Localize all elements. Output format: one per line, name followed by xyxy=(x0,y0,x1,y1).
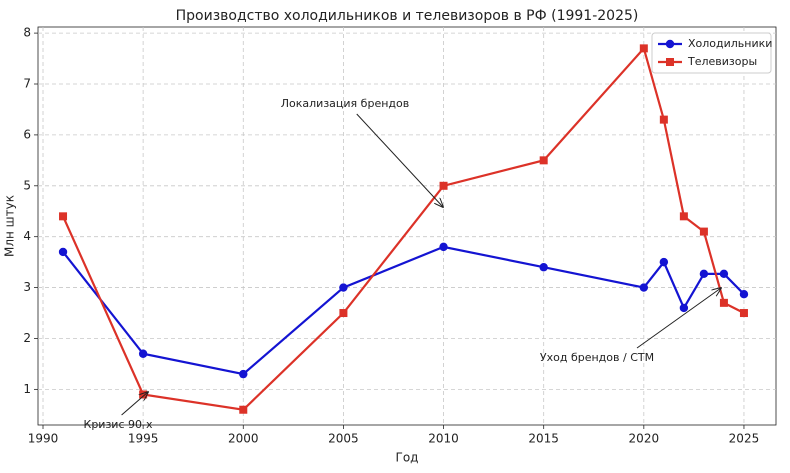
annotation: Кризис 90-х xyxy=(84,418,153,431)
point xyxy=(739,289,749,299)
series-line xyxy=(62,46,745,411)
legend-label: Телевизоры xyxy=(687,55,757,68)
legend-marker xyxy=(666,58,674,66)
point xyxy=(659,115,668,124)
annotation-arrow xyxy=(121,392,148,416)
point xyxy=(59,212,68,221)
point xyxy=(339,309,348,318)
point xyxy=(539,263,548,272)
point xyxy=(439,181,448,190)
point xyxy=(639,44,648,53)
y-tick-label: 8 xyxy=(23,26,31,40)
point xyxy=(339,283,348,292)
x-tick-label: 2010 xyxy=(428,432,459,446)
point xyxy=(719,298,728,307)
annotation: Локализация брендов xyxy=(281,97,409,110)
point xyxy=(699,269,709,279)
annotation-arrow xyxy=(636,288,721,349)
y-tick-label: 2 xyxy=(23,331,31,345)
y-tick-label: 1 xyxy=(23,382,31,396)
x-tick-label: 2015 xyxy=(528,432,559,446)
annotation: Уход брендов / СТМ xyxy=(540,351,654,364)
y-tick-label: 5 xyxy=(23,178,31,192)
point xyxy=(239,369,248,379)
point xyxy=(639,283,649,292)
point xyxy=(699,227,708,236)
legend-marker xyxy=(665,39,675,49)
point xyxy=(679,212,688,221)
x-tick-label: 2020 xyxy=(629,432,660,446)
y-tick-label: 6 xyxy=(23,127,31,141)
x-axis-label: Год xyxy=(396,451,419,465)
y-tick-label: 3 xyxy=(23,280,31,294)
x-tick-label: 2005 xyxy=(328,432,359,446)
annotation-arrow xyxy=(356,113,443,207)
y-tick-label: 4 xyxy=(23,229,31,243)
legend-label: Холодильники xyxy=(688,37,772,50)
x-tick-label: 2000 xyxy=(228,432,259,446)
point xyxy=(719,269,729,279)
y-axis-label: Млн штук xyxy=(3,195,17,257)
point xyxy=(239,405,248,414)
point xyxy=(739,309,748,318)
point xyxy=(659,257,669,267)
point xyxy=(139,390,148,399)
chart-title: Производство холодильников и телевизоров… xyxy=(176,8,639,24)
x-tick-label: 1990 xyxy=(28,432,59,446)
point xyxy=(439,242,448,252)
point xyxy=(138,349,148,358)
point xyxy=(539,156,548,165)
point xyxy=(679,303,689,313)
point xyxy=(58,247,68,257)
x-tick-label: 1995 xyxy=(128,432,159,446)
y-tick-label: 7 xyxy=(23,77,31,91)
plot-frame xyxy=(37,26,777,426)
x-tick-label: 2025 xyxy=(729,432,760,446)
